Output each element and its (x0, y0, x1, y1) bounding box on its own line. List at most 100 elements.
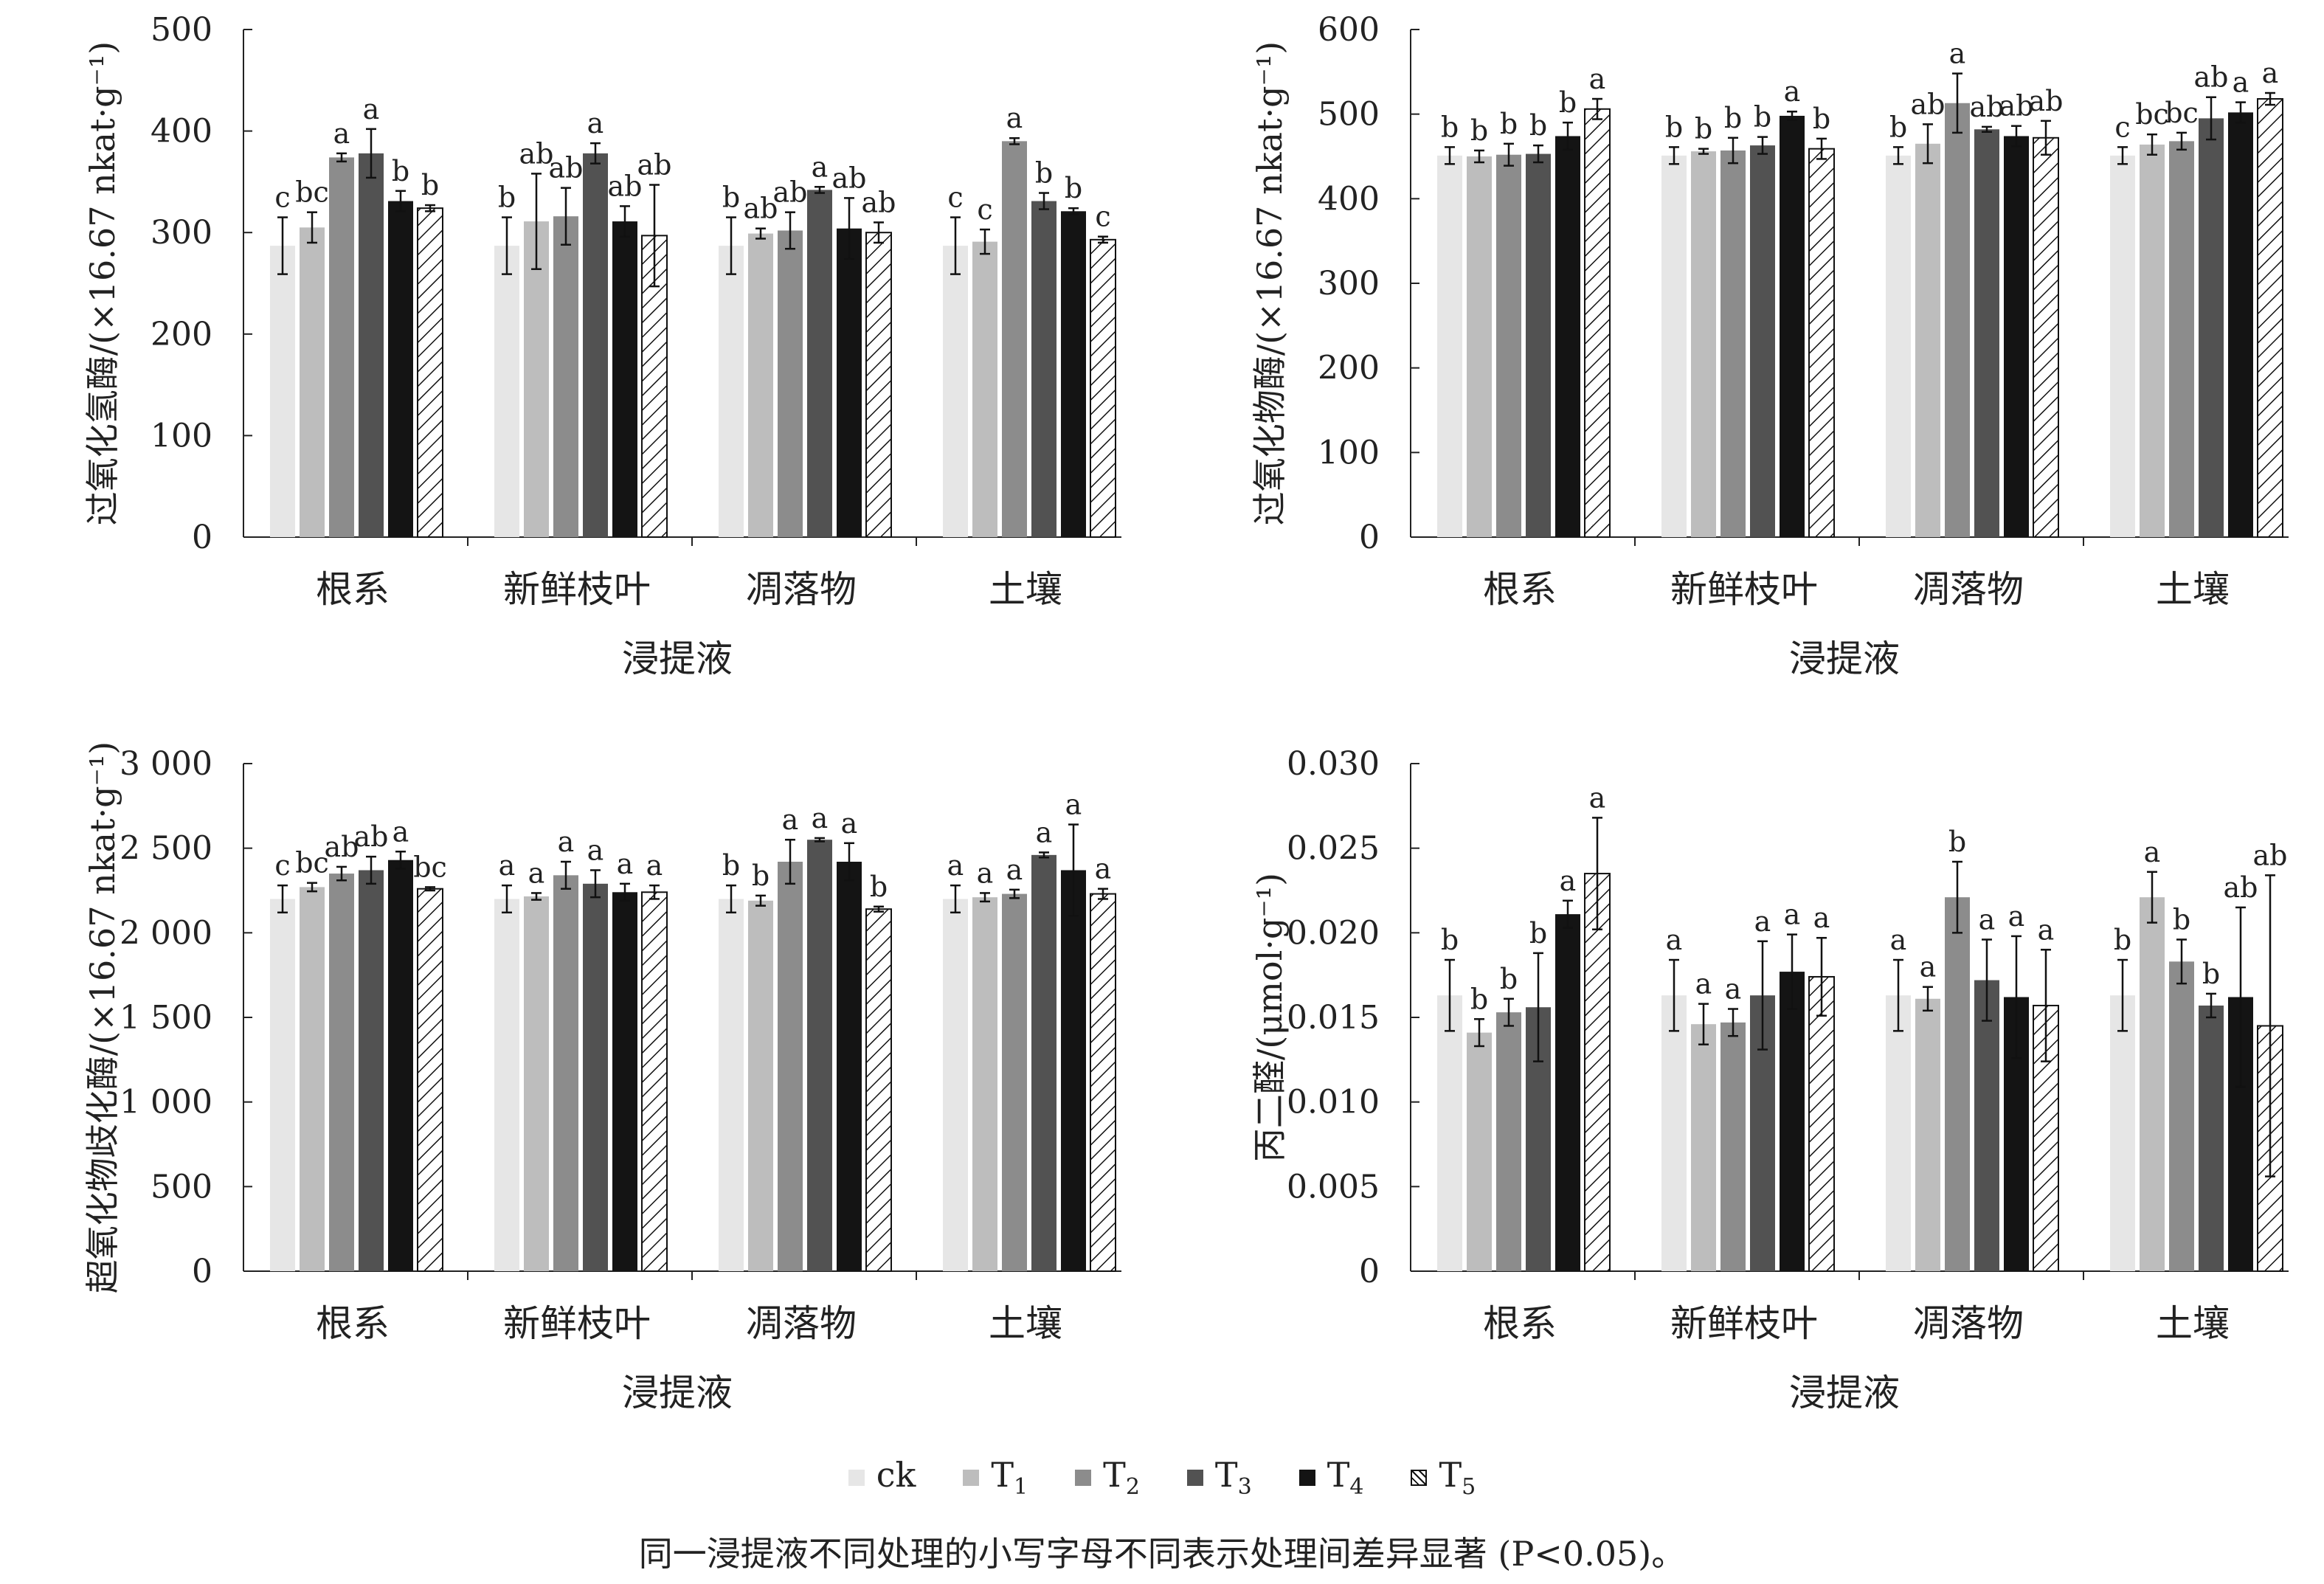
bar (494, 899, 519, 1271)
significance-letter: a (558, 826, 575, 858)
bar (1555, 136, 1580, 538)
bar (1720, 1022, 1746, 1271)
significance-letter: b (392, 155, 409, 187)
significance-letter: a (499, 849, 516, 882)
significance-letter: a (1666, 924, 1683, 956)
bar (1691, 151, 1716, 537)
bar (1945, 897, 1970, 1271)
significance-letter: ab (2194, 61, 2229, 94)
bar (583, 883, 608, 1271)
bar (2110, 155, 2135, 537)
bar (2169, 961, 2194, 1271)
significance-letter: a (2262, 57, 2279, 89)
category-label: 根系 (1483, 1302, 1557, 1345)
significance-letter: a (947, 849, 964, 882)
significance-letter: a (782, 803, 799, 836)
y-tick-label: 0 (192, 519, 212, 556)
significance-letter: a (1036, 816, 1053, 848)
significance-letter: bc (413, 851, 447, 883)
significance-letter: a (1949, 38, 1966, 70)
legend-item-t5: T5 (1411, 1455, 1476, 1500)
significance-letter: a (2008, 900, 2025, 933)
y-tick-label: 0.025 (1287, 830, 1380, 868)
bar (1974, 129, 1999, 538)
bar (1467, 1032, 1492, 1271)
bar (778, 862, 803, 1271)
significance-letter: a (1979, 904, 1996, 936)
significance-letter: a (1725, 973, 1742, 1006)
significance-letter: b (1948, 826, 1966, 858)
category-label: 根系 (316, 1302, 390, 1345)
legend-label: ck (876, 1455, 916, 1495)
significance-letter: a (1695, 968, 1712, 1000)
significance-letter: a (1813, 902, 1830, 934)
significance-letter: a (1589, 63, 1606, 95)
significance-letter: a (1920, 951, 1937, 983)
bar (388, 860, 413, 1271)
category-label: 土壤 (2156, 568, 2230, 611)
bar (1974, 980, 1999, 1271)
bar (837, 862, 862, 1271)
bar (1061, 211, 1086, 537)
bar (778, 230, 803, 537)
significance-letter: b (2202, 958, 2220, 990)
y-tick-label: 0.015 (1287, 999, 1380, 1037)
bar (1886, 155, 1911, 537)
significance-letter: a (528, 857, 545, 889)
category-label: 新鲜枝叶 (1670, 1302, 1818, 1345)
y-tick-label: 500 (151, 11, 212, 49)
bar (1915, 143, 1940, 538)
category-label: 凋落物 (1913, 568, 2024, 611)
bar (1031, 201, 1056, 537)
significance-letter: ab (608, 170, 643, 202)
x-axis-title: 浸提液 (1789, 1372, 1900, 1414)
bar (612, 892, 637, 1271)
bar (553, 216, 578, 537)
significance-letter: c (274, 849, 290, 882)
y-tick-label: 0 (1359, 519, 1380, 556)
bar (719, 899, 744, 1271)
significance-letter: a (333, 117, 350, 150)
significance-letter: ab (1970, 91, 2005, 123)
significance-letter: a (812, 151, 829, 183)
bar (1555, 914, 1580, 1271)
significance-letter: a (1589, 781, 1606, 814)
category-label: 凋落物 (1913, 1302, 2024, 1345)
legend-label: T4 (1327, 1455, 1364, 1501)
bar (2228, 112, 2253, 537)
y-tick-label: 300 (151, 214, 212, 252)
bar (2140, 897, 2165, 1271)
legend-swatch (1186, 1469, 1203, 1486)
x-axis-title: 浸提液 (1789, 637, 1900, 680)
significance-letter: a (841, 807, 858, 840)
y-tick-label: 0 (1359, 1253, 1380, 1290)
y-tick-label: 600 (1318, 11, 1380, 49)
bar (1496, 1012, 1521, 1271)
bar (1031, 854, 1056, 1271)
category-label: 土壤 (989, 568, 1062, 611)
bar (1780, 972, 1805, 1271)
significance-letter: b (2173, 904, 2190, 936)
bar (553, 875, 578, 1271)
y-axis-title: 过氧化物酶/(×16.67 nkat·g⁻¹) (1250, 41, 1290, 525)
significance-letter: a (2144, 836, 2161, 868)
bar (2033, 136, 2059, 539)
significance-letter: b (1695, 113, 1712, 145)
y-tick-label: 400 (151, 113, 212, 151)
y-tick-label: 100 (151, 417, 212, 454)
significance-letter: b (752, 860, 770, 892)
significance-letter: c (977, 193, 992, 226)
significance-letter: b (722, 181, 740, 214)
significance-letter: a (1784, 899, 1801, 931)
category-label: 根系 (316, 568, 390, 611)
category-label: 新鲜枝叶 (503, 568, 651, 611)
significance-letter: b (1470, 983, 1488, 1015)
significance-letter: a (1065, 789, 1082, 821)
significance-letter: ab (325, 831, 359, 863)
bar (1002, 141, 1027, 538)
significance-letter: ab (637, 149, 672, 181)
